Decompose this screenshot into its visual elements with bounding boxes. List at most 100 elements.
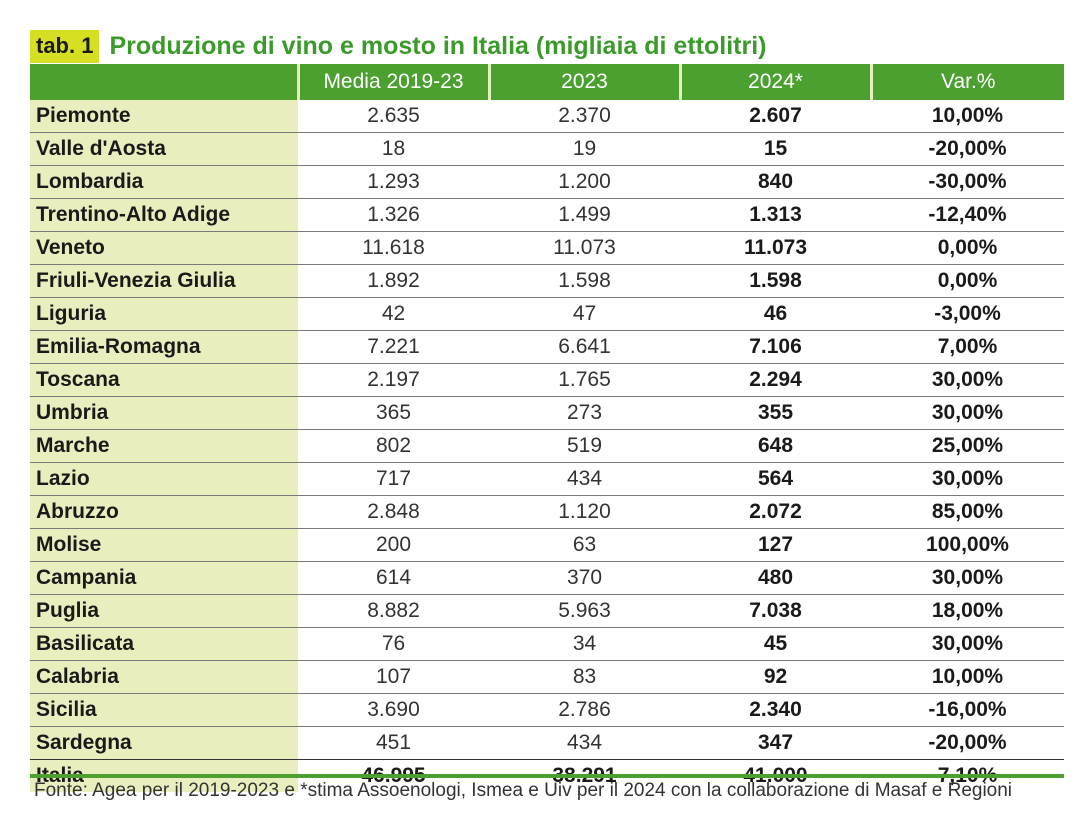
value-2023-cell: 34 xyxy=(489,627,680,661)
table-row: Toscana 2.197 1.765 2.294 30,00% xyxy=(30,363,1064,397)
region-cell: Molise xyxy=(30,528,298,562)
region-cell: Trentino-Alto Adige xyxy=(30,198,298,232)
value-2023-cell: 434 xyxy=(489,462,680,496)
value-2024-cell: 1.598 xyxy=(680,264,871,298)
media-cell: 451 xyxy=(298,726,489,760)
value-2024-cell: 11.073 xyxy=(680,231,871,265)
value-2024-cell: 2.294 xyxy=(680,363,871,397)
table-row: Emilia-Romagna 7.221 6.641 7.106 7,00% xyxy=(30,330,1064,364)
value-2023-cell: 2.786 xyxy=(489,693,680,727)
value-2023-cell: 370 xyxy=(489,561,680,595)
value-2023-cell: 1.200 xyxy=(489,165,680,199)
region-cell: Abruzzo xyxy=(30,495,298,529)
value-2023-cell: 1.765 xyxy=(489,363,680,397)
media-cell: 7.221 xyxy=(298,330,489,364)
value-2024-cell: 15 xyxy=(680,132,871,166)
region-cell: Campania xyxy=(30,561,298,595)
column-header-2024: 2024* xyxy=(680,64,873,100)
value-2024-cell: 564 xyxy=(680,462,871,496)
variation-cell: 30,00% xyxy=(871,396,1064,430)
table-row: Veneto 11.618 11.073 11.073 0,00% xyxy=(30,231,1064,265)
bottom-rule xyxy=(30,774,1064,778)
column-header-region xyxy=(30,64,300,100)
region-cell: Basilicata xyxy=(30,627,298,661)
value-2023-cell: 1.598 xyxy=(489,264,680,298)
region-cell: Puglia xyxy=(30,594,298,628)
region-cell: Calabria xyxy=(30,660,298,694)
media-cell: 802 xyxy=(298,429,489,463)
value-2024-cell: 480 xyxy=(680,561,871,595)
variation-cell: -20,00% xyxy=(871,132,1064,166)
tab-badge: tab. 1 xyxy=(30,29,100,63)
value-2024-cell: 2.607 xyxy=(749,104,802,127)
media-cell: 42 xyxy=(298,297,489,331)
table-row: Molise 200 63 127 100,00% xyxy=(30,528,1064,562)
value-2023-cell: 2.370 xyxy=(558,104,611,127)
region-cell: Umbria xyxy=(30,396,298,430)
table-body: Piemonte 2.635 2.370 2.607 10,00% Valle d'Aos… xyxy=(30,100,1064,792)
value-2024-cell: 7.038 xyxy=(680,594,871,628)
variation-cell: 30,00% xyxy=(871,462,1064,496)
column-header-media: Media 2019-23 xyxy=(298,64,491,100)
variation-cell: 25,00% xyxy=(871,429,1064,463)
column-header-2023: 2023 xyxy=(489,64,682,100)
table-row: Liguria 42 47 46 -3,00% xyxy=(30,297,1064,331)
media-cell: 1.326 xyxy=(298,198,489,232)
variation-cell: -30,00% xyxy=(871,165,1064,199)
table-row: Marche 802 519 648 25,00% xyxy=(30,429,1064,463)
column-header-var: Var.% xyxy=(871,64,1064,100)
value-2023-cell: 83 xyxy=(489,660,680,694)
value-2023-cell: 11.073 xyxy=(489,231,680,265)
variation-cell: 0,00% xyxy=(871,231,1064,265)
region-cell: Lombardia xyxy=(30,165,298,199)
table-row: Puglia 8.882 5.963 7.038 18,00% xyxy=(30,594,1064,628)
variation-cell: -20,00% xyxy=(871,726,1064,760)
value-2023-cell: 1.120 xyxy=(489,495,680,529)
table-row: Campania 614 370 480 30,00% xyxy=(30,561,1064,595)
variation-cell: 100,00% xyxy=(871,528,1064,562)
region-cell: Sicilia xyxy=(30,693,298,727)
value-2024-cell: 2.072 xyxy=(680,495,871,529)
region-cell: Emilia-Romagna xyxy=(30,330,298,364)
media-cell: 2.635 xyxy=(367,104,420,127)
region-cell: Marche xyxy=(30,429,298,463)
value-2023-cell: 63 xyxy=(489,528,680,562)
media-cell: 717 xyxy=(298,462,489,496)
value-2024-cell: 45 xyxy=(680,627,871,661)
value-2023-cell: 273 xyxy=(489,396,680,430)
value-2024-cell: 46 xyxy=(680,297,871,331)
table-row: Basilicata 76 34 45 30,00% xyxy=(30,627,1064,661)
variation-cell: -16,00% xyxy=(871,693,1064,727)
value-2024-cell: 7.106 xyxy=(680,330,871,364)
value-2023-cell: 434 xyxy=(489,726,680,760)
variation-cell: -12,40% xyxy=(871,198,1064,232)
region-cell: Lazio xyxy=(30,462,298,496)
wine-production-table: Media 2019-23 2023 2024* Var.% Piemonte 2… xyxy=(30,64,1064,792)
value-2024-cell: 2.340 xyxy=(680,693,871,727)
variation-cell: 30,00% xyxy=(871,363,1064,397)
media-cell: 3.690 xyxy=(298,693,489,727)
variation-cell: 10,00% xyxy=(931,104,1004,127)
variation-cell: -3,00% xyxy=(871,297,1064,331)
media-cell: 76 xyxy=(298,627,489,661)
media-cell: 1.892 xyxy=(298,264,489,298)
value-2024-cell: 840 xyxy=(680,165,871,199)
table-row: Sicilia 3.690 2.786 2.340 -16,00% xyxy=(30,693,1064,727)
region-cell: Toscana xyxy=(30,363,298,397)
media-cell: 2.848 xyxy=(298,495,489,529)
page-title: Produzione di vino e mosto in Italia (mi… xyxy=(109,32,767,60)
variation-cell: 30,00% xyxy=(871,627,1064,661)
region-cell: Veneto xyxy=(30,231,298,265)
variation-cell: 10,00% xyxy=(871,660,1064,694)
region-cell: Valle d'Aosta xyxy=(30,132,298,166)
region-cell: Liguria xyxy=(30,297,298,331)
media-cell: 200 xyxy=(298,528,489,562)
variation-cell: 30,00% xyxy=(871,561,1064,595)
value-2023-cell: 519 xyxy=(489,429,680,463)
value-2023-cell: 19 xyxy=(489,132,680,166)
variation-cell: 7,00% xyxy=(871,330,1064,364)
value-2024-cell: 1.313 xyxy=(680,198,871,232)
region-cell: Friuli-Venezia Giulia xyxy=(30,264,298,298)
value-2023-cell: 47 xyxy=(489,297,680,331)
media-cell: 8.882 xyxy=(298,594,489,628)
